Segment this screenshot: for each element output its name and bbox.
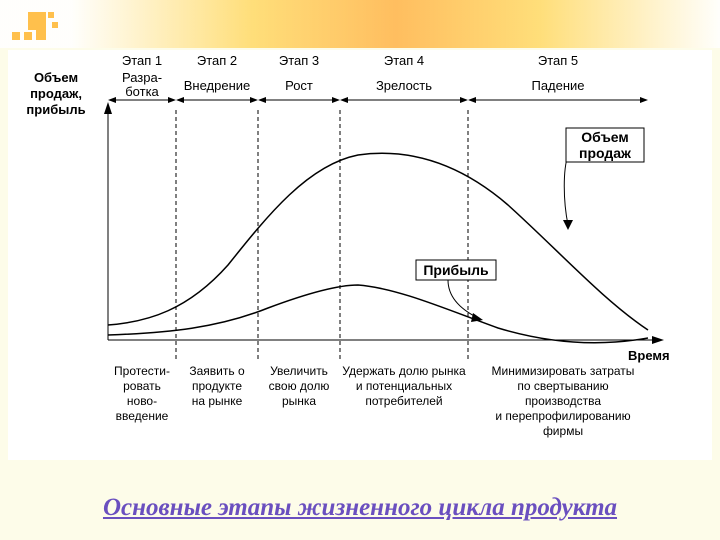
stage-arrows: [108, 97, 648, 103]
stage4-name: Зрелость: [376, 78, 432, 93]
xaxis-label: Время: [628, 348, 670, 363]
stage2-name: Внедрение: [184, 78, 251, 93]
desc2-1: Заявить о: [189, 364, 245, 378]
lifecycle-chart: Этап 1 Этап 2 Этап 3 Этап 4 Этап 5 Разра…: [8, 50, 712, 460]
yaxis-label-3: прибыль: [26, 102, 85, 117]
profit-callout-line: [448, 280, 478, 318]
desc5-1: Минимизировать затраты: [492, 364, 635, 378]
desc1-1: Протести-: [114, 364, 170, 378]
stage5-name: Падение: [531, 78, 584, 93]
header-gradient: [0, 0, 720, 48]
desc3-1: Увеличить: [270, 364, 328, 378]
yaxis-label-2: продаж,: [30, 86, 82, 101]
sales-label-1: Объем: [581, 129, 629, 145]
chart-panel: Этап 1 Этап 2 Этап 3 Этап 4 Этап 5 Разра…: [8, 50, 712, 460]
stage3-name: Рост: [285, 78, 313, 93]
stage5-top: Этап 5: [538, 53, 578, 68]
desc1-3: ново-: [127, 394, 157, 408]
slide-title: Основные этапы жизненного цикла продукта: [0, 494, 720, 522]
slide: Этап 1 Этап 2 Этап 3 Этап 4 Этап 5 Разра…: [0, 0, 720, 540]
desc2-2: продукте: [192, 379, 242, 393]
desc4-3: потребителей: [365, 394, 442, 408]
desc1-4: введение: [116, 409, 169, 423]
profit-label: Прибыль: [423, 262, 489, 278]
sales-curve: [108, 153, 648, 330]
desc5-5: фирмы: [543, 424, 583, 438]
profit-curve: [108, 285, 648, 343]
desc5-2: по свертыванию: [517, 379, 608, 393]
desc4-1: Удержать долю рынка: [342, 364, 466, 378]
desc1-2: ровать: [123, 379, 161, 393]
stage3-top: Этап 3: [279, 53, 319, 68]
desc3-2: свою долю: [269, 379, 330, 393]
desc5-4: и перепрофилированию: [495, 409, 630, 423]
desc3-3: рынка: [282, 394, 316, 408]
stage1-name-2: ботка: [125, 84, 159, 99]
sales-callout-line: [564, 155, 568, 225]
desc5-3: производства: [525, 394, 601, 408]
yaxis-label-1: Объем: [34, 70, 78, 85]
stage4-top: Этап 4: [384, 53, 424, 68]
desc2-3: на рынке: [192, 394, 243, 408]
desc4-2: и потенциальных: [356, 379, 452, 393]
stage1-name-1: Разра-: [122, 70, 162, 85]
stage2-top: Этап 2: [197, 53, 237, 68]
sales-label-2: продаж: [579, 145, 632, 161]
stage1-top: Этап 1: [122, 53, 162, 68]
